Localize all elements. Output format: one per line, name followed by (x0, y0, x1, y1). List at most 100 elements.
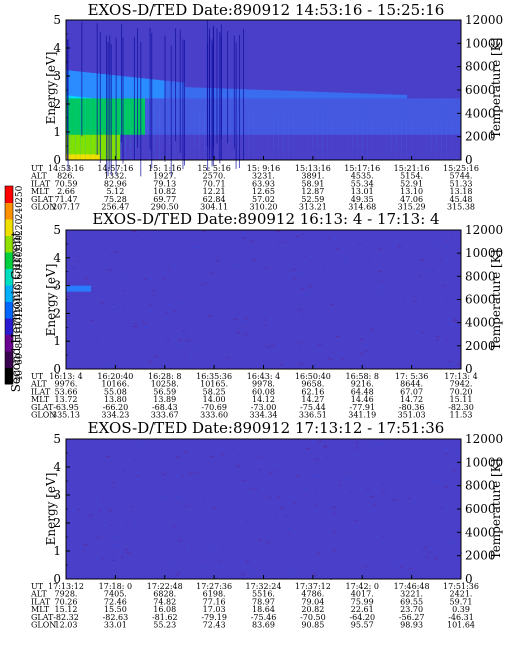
heatmap-speck (456, 452, 459, 454)
ephemeris-value: 45.48 (450, 195, 473, 204)
heatmap-speck (223, 559, 225, 561)
heatmap-speck (233, 318, 237, 320)
heatmap-cell (85, 98, 92, 144)
ephemeris-value: -66.20 (103, 403, 129, 412)
y-tick-label: 1 (53, 544, 61, 558)
heatmap-speck (245, 520, 248, 522)
heatmap-streak (243, 28, 245, 160)
heatmap-cell (248, 134, 255, 160)
heatmap-speck (290, 330, 294, 332)
heatmap-speck (183, 547, 186, 549)
colorbar-tick-label: 250 (15, 185, 25, 202)
ephemeris-value: 15: 9:16 (247, 164, 280, 173)
heatmap-speck (219, 560, 222, 562)
heatmap-speck (108, 242, 111, 244)
heatmap-cell (238, 98, 245, 144)
heatmap-speck (433, 571, 436, 573)
heatmap-cell (125, 134, 131, 160)
heatmap-speck (426, 556, 430, 558)
heatmap-speck (310, 311, 315, 313)
heatmap-cell (278, 134, 284, 160)
ephemeris-row-label: MLT (31, 187, 50, 196)
heatmap-cell (159, 134, 166, 160)
heatmap-speck (438, 260, 442, 262)
y-tick-label: 4 (53, 251, 61, 265)
ephemeris-value: 313.21 (299, 203, 327, 212)
heatmap-speck (181, 475, 184, 477)
y-tick-label: 2 (53, 306, 61, 320)
y2-tick-label: 10000 (465, 455, 503, 469)
heatmap-speck (95, 338, 98, 340)
ephemeris-value: 49.35 (351, 195, 374, 204)
y2-tick-label: 4000 (465, 525, 496, 539)
heatmap-speck (243, 479, 247, 481)
heatmap-cell (179, 134, 185, 160)
colorbar-tick-label: 40 (15, 370, 25, 382)
heatmap-speck (76, 261, 79, 263)
heatmap-speck (406, 497, 411, 499)
heatmap-speck (339, 347, 341, 349)
heatmap-cell (421, 134, 427, 160)
heatmap-speck (402, 494, 406, 496)
heatmap-streak (211, 39, 213, 167)
heatmap-cell (293, 134, 299, 160)
heatmap-cell (352, 98, 358, 144)
heatmap-speck (227, 357, 231, 359)
heatmap-speck (323, 266, 325, 268)
heatmap-speck (318, 441, 322, 443)
heatmap-speck (397, 576, 400, 578)
heatmap-cell (263, 98, 269, 144)
heatmap-speck (195, 472, 199, 474)
heatmap-cell (130, 134, 136, 160)
heatmap-cell (347, 98, 353, 144)
heatmap-speck (314, 574, 317, 576)
heatmap-speck (134, 322, 137, 324)
heatmap-speck (449, 323, 453, 325)
heatmap-cell (317, 98, 324, 144)
ephemeris-value: 8644. (400, 380, 423, 389)
heatmap-cell (441, 134, 447, 160)
ephemeris-row-label: UT (31, 164, 44, 173)
y2-tick-label: 8000 (465, 60, 496, 74)
heatmap-speck (363, 479, 366, 481)
y2-tick-label: 10000 (465, 36, 503, 50)
ephemeris-row-label: GLON (31, 621, 56, 630)
heatmap-speck (296, 475, 299, 477)
heatmap-streak (107, 42, 109, 177)
heatmap-speck (123, 470, 125, 472)
ephemeris-value: 336.51 (299, 411, 327, 420)
heatmap-speck (403, 298, 406, 300)
heatmap-cell (307, 134, 314, 160)
heatmap-cell (100, 98, 106, 144)
heatmap-speck (173, 265, 178, 267)
heatmap-speck (330, 241, 333, 243)
heatmap-speck (126, 552, 131, 554)
heatmap-streak (133, 36, 135, 161)
heatmap-speck (263, 324, 267, 326)
heatmap-speck (178, 540, 183, 542)
heatmap-speck (265, 267, 268, 269)
ephemeris-value: -73.00 (251, 403, 277, 412)
y2-tick-label: 0 (465, 362, 473, 376)
heatmap-speck (217, 492, 220, 494)
heatmap-speck (102, 527, 105, 529)
ephemeris-value: 10165. (200, 380, 228, 389)
heatmap-speck (262, 526, 265, 528)
ephemeris-value: 59.71 (450, 597, 473, 606)
heatmap-speck (391, 295, 393, 297)
heatmap-speck (434, 480, 439, 482)
heatmap-speck (148, 361, 152, 363)
heatmap-speck (241, 234, 245, 236)
ephemeris-value: -79.19 (201, 613, 227, 622)
heatmap-streak (106, 35, 108, 173)
ephemeris-value: 16:20:40 (97, 372, 133, 381)
heatmap-speck (306, 448, 311, 450)
heatmap-speck (147, 311, 150, 313)
panel-2-ylabel: Energy [eV] (44, 264, 58, 337)
heatmap-speck (175, 266, 177, 268)
heatmap-speck (372, 480, 377, 482)
ephemeris-value: -75.44 (300, 403, 326, 412)
heatmap-speck (314, 366, 319, 368)
heatmap-speck (276, 230, 281, 232)
ephemeris-value: 71.47 (55, 195, 78, 204)
